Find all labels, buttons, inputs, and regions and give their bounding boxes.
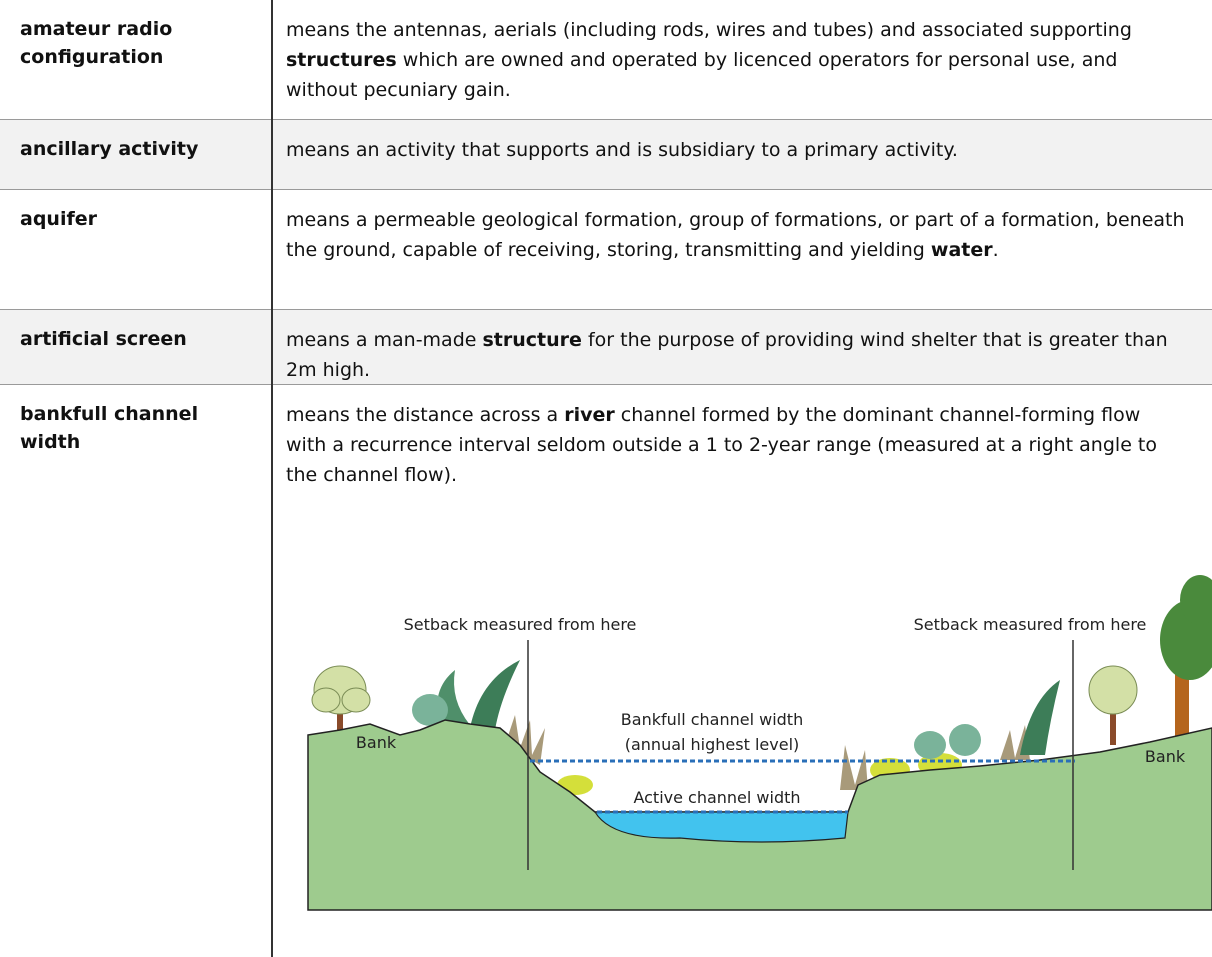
setback-label: Setback measured from here [404,615,637,634]
shrub [914,731,946,759]
bankfull-label: Bankfull channel width [621,710,803,729]
tree-canopy [312,688,340,712]
bank-label: Bank [356,733,397,752]
tree-trunk [1175,670,1189,740]
bank-label: Bank [1145,747,1186,766]
bankfull-sublabel: (annual highest level) [625,735,800,754]
plant [470,660,520,730]
setback-label: Setback measured from here [914,615,1147,634]
tree-canopy [1089,666,1137,714]
bankfull-diagram: Setback measured from here Setback measu… [0,0,1212,957]
active-label: Active channel width [633,788,800,807]
plant [1020,680,1060,755]
tree-canopy [342,688,370,712]
page: {"table": {"rows": [ {"term": "amateur r… [0,0,1212,957]
shrub [949,724,981,756]
